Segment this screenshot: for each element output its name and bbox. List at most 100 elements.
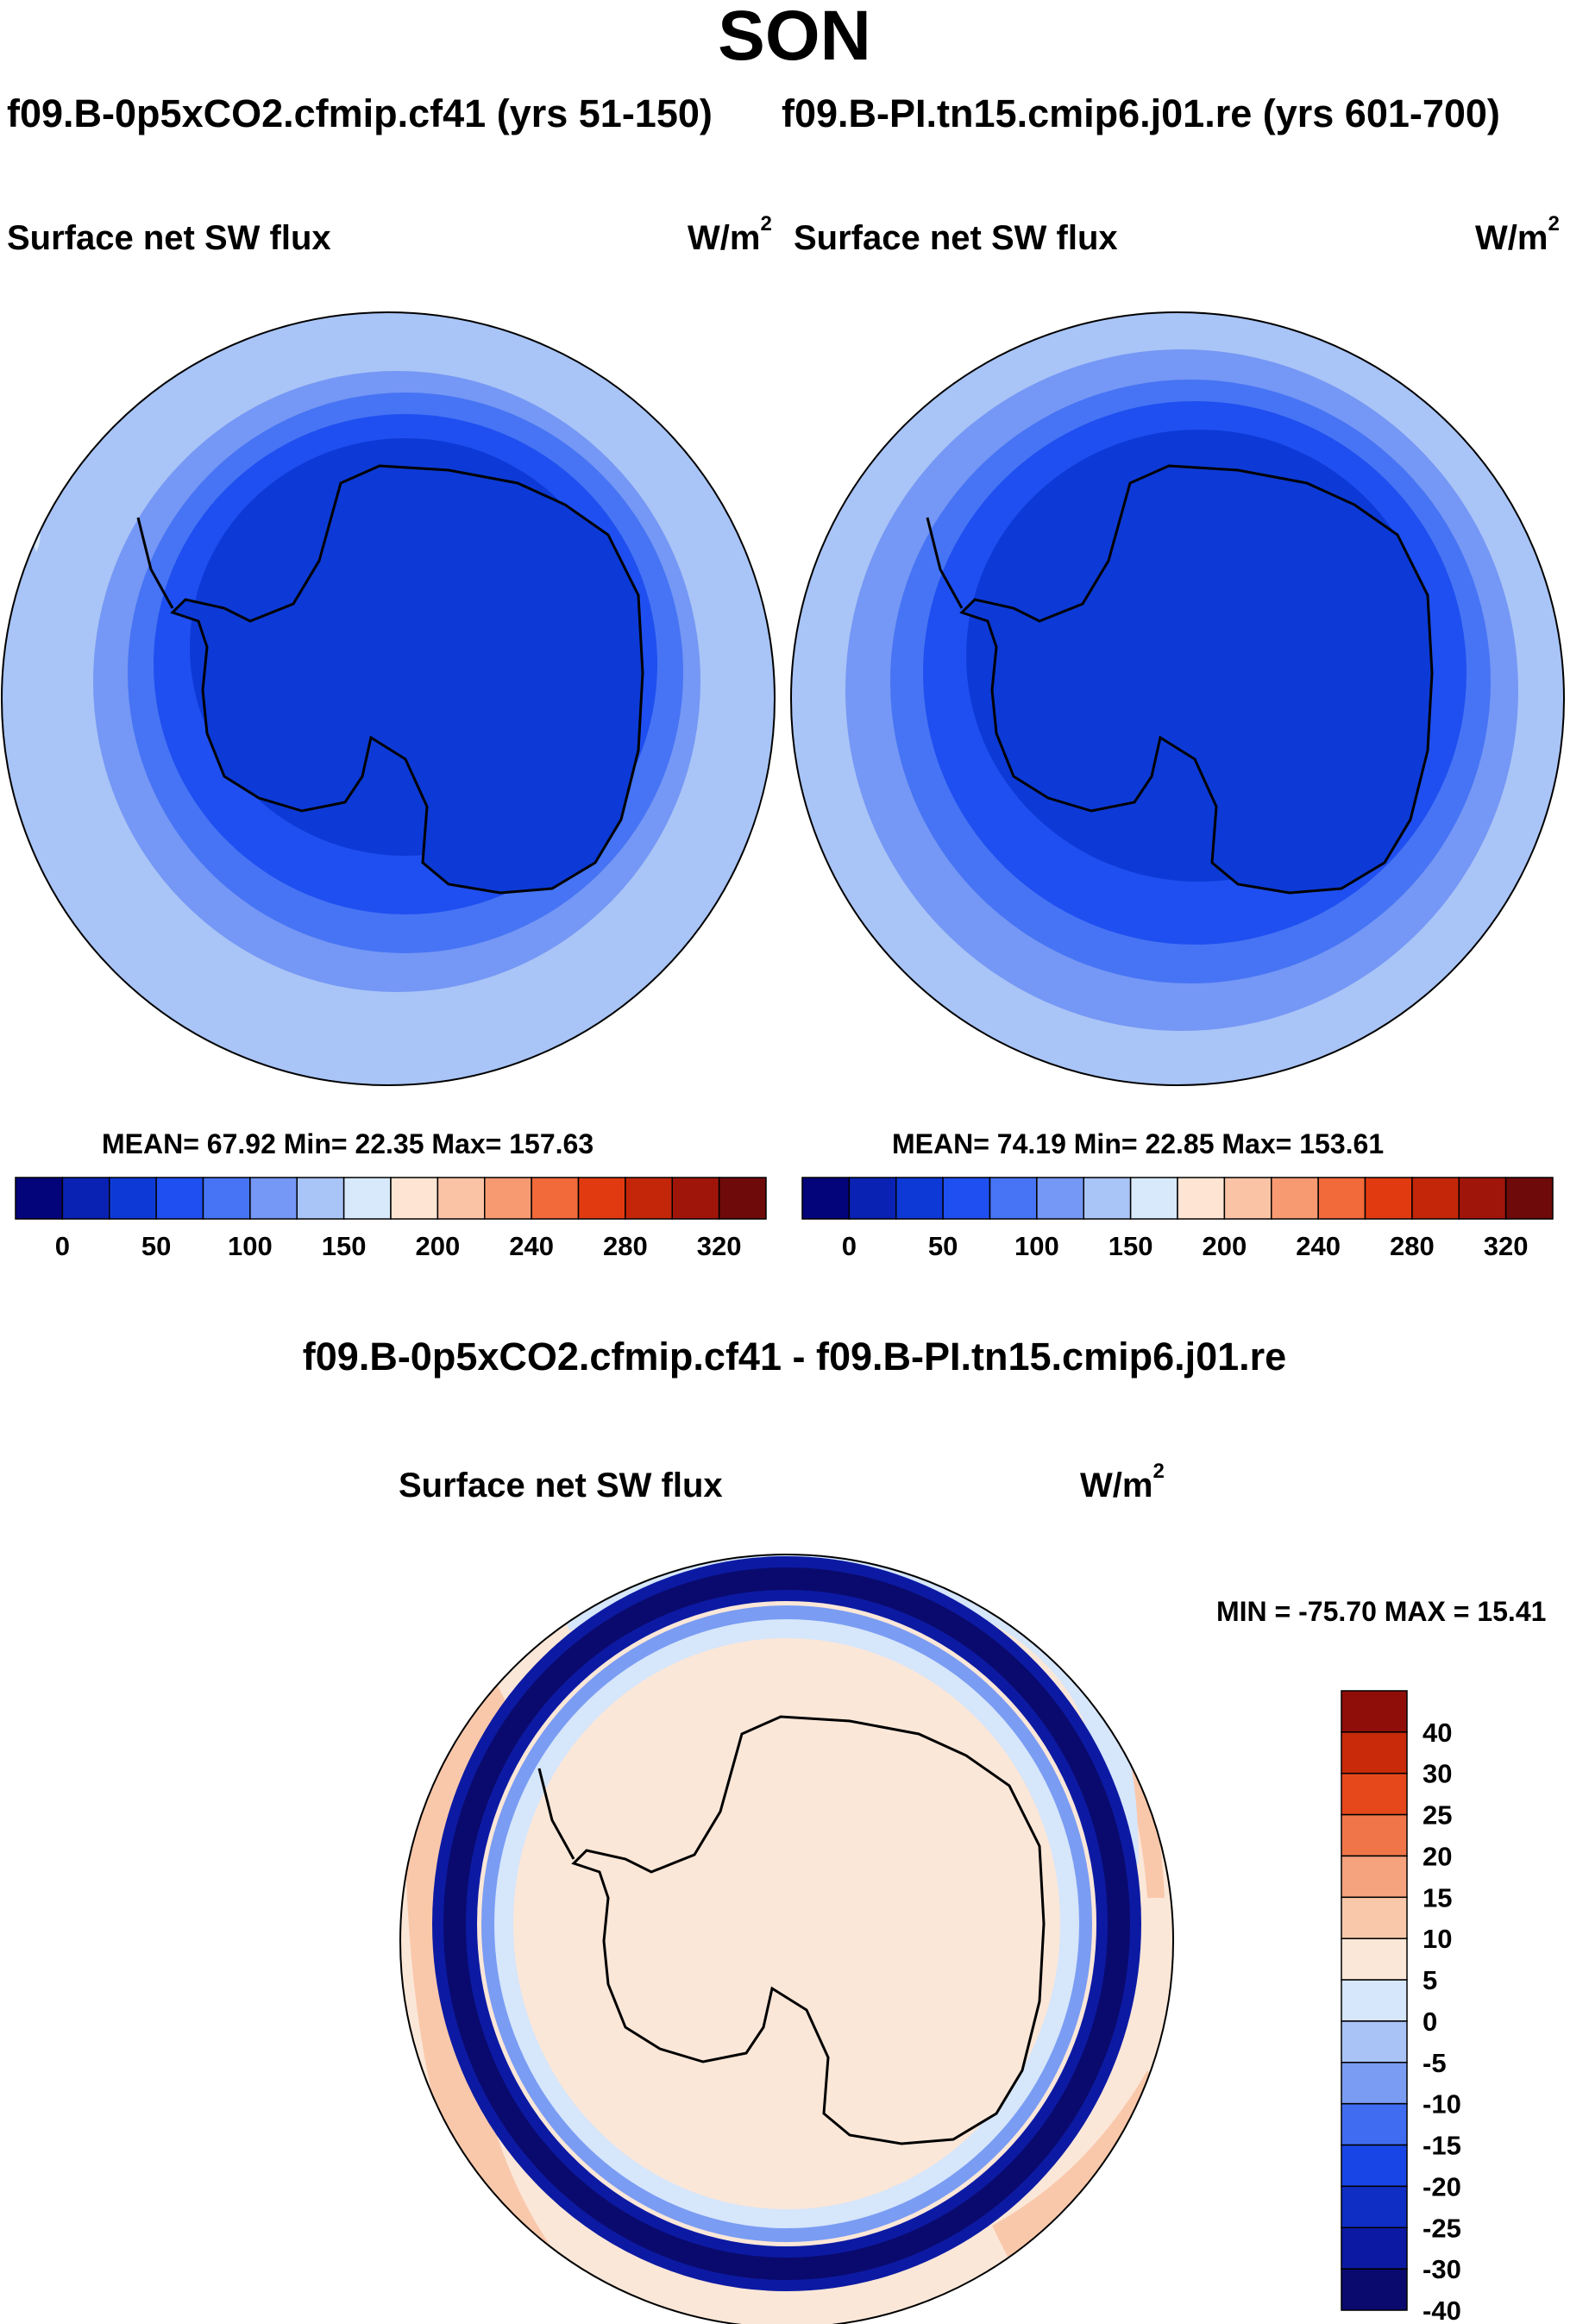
panel1-colorbar-swatch-2 bbox=[109, 1177, 157, 1220]
panel1-colorbar-swatch-10 bbox=[484, 1177, 532, 1220]
left-case-label: f09.B-0p5xCO2.cfmip.cf41 (yrs 51-150) bbox=[7, 91, 713, 135]
panel1-colorbar-swatch-8 bbox=[390, 1177, 439, 1220]
panel1-map-border bbox=[1, 311, 776, 1086]
panel2-colorbar-swatch-13 bbox=[1411, 1177, 1460, 1220]
panel2-map-border bbox=[790, 311, 1565, 1086]
panel2-colorbar-tick-label: 50 bbox=[928, 1231, 958, 1261]
panel3-colorbar-tick-label: -10 bbox=[1423, 2089, 1461, 2120]
panel3-colorbar: 40 30 25 20 15 10 5 0 -5 -10 -15 -20 -25 -30 -40 bbox=[1341, 1690, 1461, 2324]
panel1-colorbar-tick-label: 0 bbox=[55, 1231, 70, 1261]
panel3-colorbar-swatch-5 bbox=[1341, 1896, 1408, 1939]
panel3-colorbar-swatch-13 bbox=[1341, 2227, 1408, 2270]
panel1-colorbar-swatch-15 bbox=[718, 1177, 767, 1220]
panel2-colorbar-swatch-6 bbox=[1083, 1177, 1132, 1220]
panel2-colorbar-swatch-2 bbox=[895, 1177, 944, 1220]
figure-title: SON bbox=[718, 0, 871, 75]
panel3-variable-label: Surface net SW flux bbox=[399, 1467, 723, 1504]
panel1-colorbar-swatch-0 bbox=[15, 1177, 64, 1220]
panel3-minmax: MIN = -75.70 MAX = 15.41 bbox=[1216, 1596, 1547, 1627]
panel3-colorbar-tick-label: 30 bbox=[1423, 1759, 1452, 1789]
panel1-colorbar-swatch-12 bbox=[577, 1177, 626, 1220]
panel1-colorbar-tick-label: 320 bbox=[697, 1231, 742, 1261]
panel2-colorbar-swatch-15 bbox=[1504, 1177, 1554, 1220]
panel2-colorbar-swatch-3 bbox=[942, 1177, 991, 1220]
panel3-colorbar-tick-label: 10 bbox=[1423, 1924, 1452, 1954]
panel3-colorbar-tick-label: -30 bbox=[1423, 2254, 1461, 2284]
panel3-colorbar-swatch-8 bbox=[1341, 2020, 1408, 2063]
panel1-colorbar-swatch-4 bbox=[202, 1177, 251, 1220]
panel3-antarctica-coast bbox=[571, 1715, 1046, 2145]
panel3-colorbar-swatch-11 bbox=[1341, 2144, 1408, 2188]
panel2-colorbar-swatch-5 bbox=[1036, 1177, 1084, 1220]
panel3-colorbar-swatch-0 bbox=[1341, 1690, 1408, 1733]
panel1-colorbar-swatch-6 bbox=[296, 1177, 345, 1220]
panel3-colorbar-swatch-7 bbox=[1341, 1979, 1408, 2022]
panel3-colorbar-tick-label: -40 bbox=[1423, 2296, 1461, 2324]
panel1-stats: MEAN= 67.92 Min= 22.35 Max= 157.63 bbox=[102, 1128, 594, 1159]
panel3-colorbar-swatch-2 bbox=[1341, 1772, 1408, 1816]
panel1-colorbar-swatch-13 bbox=[625, 1177, 673, 1220]
panel2-colorbar: 0 50 100 150 200 240 280 320 bbox=[801, 1177, 1554, 1261]
panel1-colorbar-tick-label: 240 bbox=[509, 1231, 554, 1261]
panel2-stats: MEAN= 74.19 Min= 22.85 Max= 153.61 bbox=[892, 1128, 1385, 1159]
panel2-colorbar-swatch-7 bbox=[1129, 1177, 1178, 1220]
panel2-colorbar-swatch-11 bbox=[1317, 1177, 1366, 1220]
panel2-colorbar-tick-label: 100 bbox=[1014, 1231, 1059, 1261]
panel1-colorbar-swatch-1 bbox=[61, 1177, 110, 1220]
panel1-colorbar-swatch-7 bbox=[342, 1177, 392, 1220]
panel3-colorbar-swatch-3 bbox=[1341, 1813, 1408, 1857]
panel3-colorbar-swatch-14 bbox=[1341, 2268, 1408, 2311]
panel3-colorbar-tick-label: 5 bbox=[1423, 1965, 1437, 1995]
panel1-colorbar-swatch-5 bbox=[249, 1177, 298, 1220]
panel2-antarctica-coast bbox=[959, 464, 1434, 895]
panel3-colorbar-swatch-1 bbox=[1341, 1731, 1408, 1774]
panel2-colorbar-swatch-12 bbox=[1364, 1177, 1413, 1220]
right-case-label: f09.B-PI.tn15.cmip6.j01.re (yrs 601-700) bbox=[782, 91, 1500, 135]
panel3-colorbar-swatch-4 bbox=[1341, 1855, 1408, 1899]
panel2-colorbar-tick-label: 320 bbox=[1484, 1231, 1529, 1261]
panel1-colorbar-swatch-9 bbox=[437, 1177, 486, 1220]
panel1-colorbar-tick-label: 100 bbox=[228, 1231, 273, 1261]
panel1-antarctica-coast bbox=[170, 464, 644, 895]
panel3-colorbar-tick-label: -5 bbox=[1423, 2048, 1447, 2078]
panel1-colorbar: 0 50 100 150 200 240 280 320 bbox=[15, 1177, 767, 1261]
panel3-colorbar-swatch-10 bbox=[1341, 2102, 1408, 2146]
panel3-colorbar-tick-label: -20 bbox=[1423, 2171, 1461, 2202]
panel2-colorbar-swatch-4 bbox=[989, 1177, 1038, 1220]
panel2-colorbar-swatch-1 bbox=[848, 1177, 897, 1220]
panel3-colorbar-tick-label: 20 bbox=[1423, 1841, 1452, 1871]
panel1-colorbar-tick-label: 200 bbox=[416, 1231, 461, 1261]
panel2-colorbar-swatch-14 bbox=[1458, 1177, 1507, 1220]
panel3-colorbar-tick-label: 25 bbox=[1423, 1800, 1452, 1831]
panel3-colorbar-swatch-9 bbox=[1341, 2062, 1408, 2105]
panel1-colorbar-swatch-3 bbox=[155, 1177, 204, 1220]
panel2-colorbar-tick-label: 240 bbox=[1296, 1231, 1341, 1261]
difference-title: f09.B-0p5xCO2.cfmip.cf41 - f09.B-PI.tn15… bbox=[302, 1335, 1287, 1379]
panel1-colorbar-tick-label: 150 bbox=[322, 1231, 367, 1261]
panel3-colorbar-swatch-12 bbox=[1341, 2185, 1408, 2229]
panel3-colorbar-tick-label: -25 bbox=[1423, 2213, 1461, 2243]
panel2-colorbar-tick-label: 0 bbox=[842, 1231, 857, 1261]
panel2-variable-label: Surface net SW flux bbox=[794, 219, 1118, 257]
panel2-units-label: W/m2 bbox=[1475, 212, 1560, 258]
panel3-map-border bbox=[399, 1554, 1174, 2324]
panel1-colorbar-tick-label: 280 bbox=[603, 1231, 648, 1261]
panel2-colorbar-swatch-8 bbox=[1177, 1177, 1226, 1220]
panel2-colorbar-swatch-0 bbox=[801, 1177, 851, 1220]
panel3-colorbar-tick-label: 0 bbox=[1423, 2007, 1437, 2037]
panel2-colorbar-swatch-9 bbox=[1223, 1177, 1272, 1220]
panel1-colorbar-tick-label: 50 bbox=[141, 1231, 171, 1261]
panel3-units-label: W/m2 bbox=[1080, 1460, 1165, 1505]
panel2-colorbar-tick-label: 280 bbox=[1390, 1231, 1435, 1261]
panel1-variable-label: Surface net SW flux bbox=[7, 219, 331, 257]
panel2-colorbar-swatch-10 bbox=[1271, 1177, 1319, 1220]
panel1-units-label: W/m2 bbox=[688, 212, 772, 258]
panel3-colorbar-swatch-6 bbox=[1341, 1938, 1408, 1981]
panel3-colorbar-tick-label: 40 bbox=[1423, 1718, 1452, 1748]
panel1-colorbar-swatch-14 bbox=[671, 1177, 720, 1220]
panel2-colorbar-tick-label: 200 bbox=[1203, 1231, 1247, 1261]
panel2-colorbar-tick-label: 150 bbox=[1109, 1231, 1153, 1261]
panel3-colorbar-tick-label: -15 bbox=[1423, 2131, 1461, 2161]
panel3-colorbar-tick-label: 15 bbox=[1423, 1882, 1452, 1913]
